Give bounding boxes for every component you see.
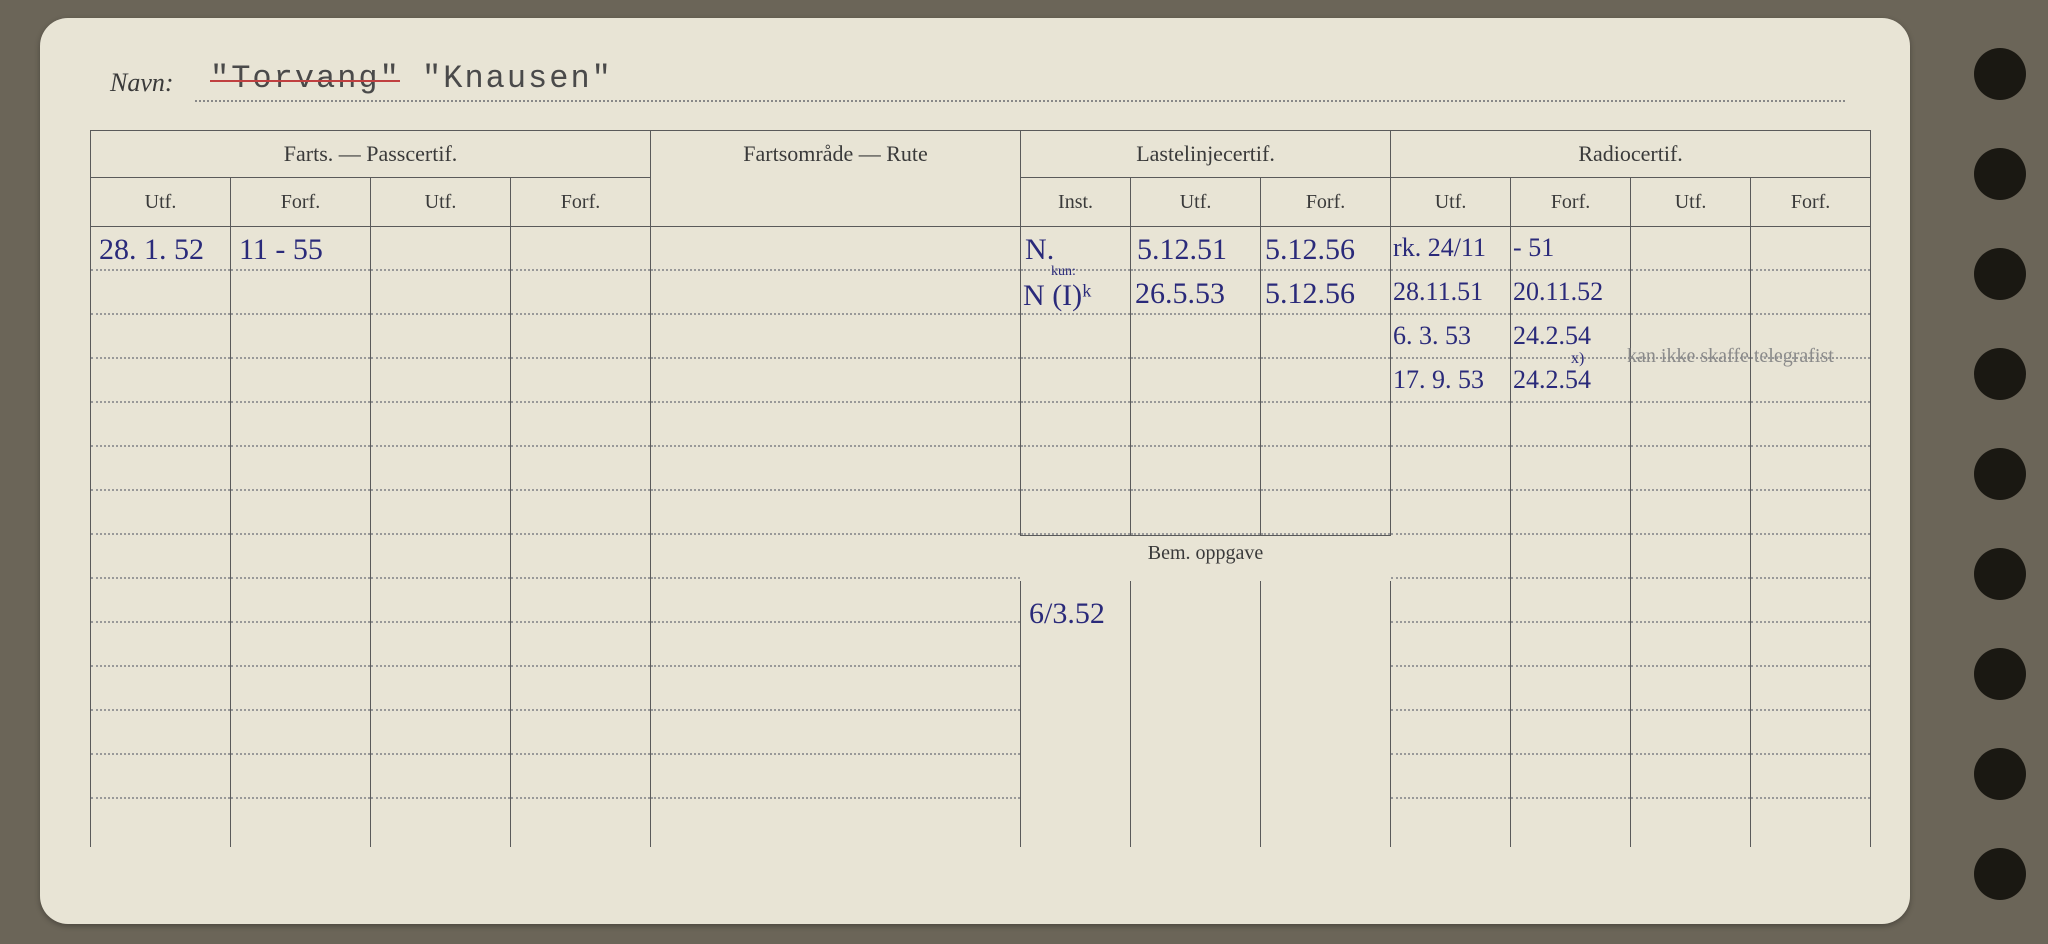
header-utf: Utf. — [371, 178, 511, 227]
header-utf: Utf. — [1631, 178, 1751, 227]
hole-icon — [1974, 248, 2026, 300]
cell: 17. 9. 53 — [1393, 367, 1484, 393]
cell: 28. 1. 52 — [99, 235, 204, 265]
hole-icon — [1974, 448, 2026, 500]
cell: 28.11.51 — [1393, 279, 1483, 305]
cell: 24.2.54 — [1513, 323, 1591, 349]
cell: 20.11.52 — [1513, 279, 1603, 305]
hole-icon — [1974, 748, 2026, 800]
hole-icon — [1974, 348, 2026, 400]
cell: N (I)ᵏ — [1023, 281, 1092, 311]
header-forf: Forf. — [231, 178, 371, 227]
cell: - 51 — [1513, 235, 1554, 261]
cell: 5.12.56 — [1265, 279, 1355, 309]
record-card: Navn: "Torvang" "Knausen" Farts. — Passc… — [40, 18, 1910, 924]
header-forf: Forf. — [511, 178, 651, 227]
header-fartsomrade: Fartsområde — Rute — [651, 131, 1021, 227]
binder-holes — [1974, 48, 2026, 900]
header-forf: Forf. — [1511, 178, 1631, 227]
header-lastelinje: Lastelinjecertif. — [1021, 131, 1391, 178]
col-laste-utf: 5.12.51 26.5.53 — [1131, 227, 1261, 847]
col-farts-utf2 — [371, 227, 511, 847]
bem-value: 6/3.52 — [1029, 599, 1105, 629]
header-farts-pass: Farts. — Passcertif. — [91, 131, 651, 178]
col-radio-forf2 — [1751, 227, 1871, 847]
cell: 26.5.53 — [1135, 279, 1225, 309]
header-utf: Utf. — [1391, 178, 1511, 227]
col-radio-utf1: rk. 24/11 28.11.51 6. 3. 53 17. 9. 53 — [1391, 227, 1511, 847]
col-laste-inst: N. kun: N (I)ᵏ Bem. oppgave 6/3.52 — [1021, 227, 1131, 847]
name-underline — [195, 100, 1845, 102]
col-farts-forf1: 11 - 55 — [231, 227, 371, 847]
header-inst: Inst. — [1021, 178, 1131, 227]
col-radio-utf2: kan ikke skaffe telegrafist — [1631, 227, 1751, 847]
col-farts-utf1: 28. 1. 52 — [91, 227, 231, 847]
strikethrough — [210, 80, 400, 82]
cell-note: kun: — [1051, 265, 1076, 279]
col-laste-forf: 5.12.56 5.12.56 — [1261, 227, 1391, 847]
name-label: Navn: — [110, 68, 174, 97]
hole-icon — [1974, 848, 2026, 900]
name-row: Navn: "Torvang" "Knausen" — [110, 68, 1850, 118]
name-value: "Torvang" "Knausen" — [210, 60, 613, 97]
header-radio: Radiocertif. — [1391, 131, 1871, 178]
cell: 5.12.51 — [1137, 235, 1227, 265]
header-forf: Forf. — [1261, 178, 1391, 227]
col-fartsomrade — [651, 227, 1021, 847]
header-forf: Forf. — [1751, 178, 1871, 227]
certificate-table: Farts. — Passcertif. Fartsområde — Rute … — [90, 130, 1870, 847]
hole-icon — [1974, 148, 2026, 200]
col-farts-forf2 — [511, 227, 651, 847]
cell: 11 - 55 — [239, 235, 323, 265]
name-current: "Knausen" — [422, 60, 613, 97]
header-utf: Utf. — [91, 178, 231, 227]
name-struck: "Torvang" — [210, 60, 401, 97]
header-utf: Utf. — [1131, 178, 1261, 227]
cell: 5.12.56 — [1265, 235, 1355, 265]
cell: N. — [1025, 235, 1054, 265]
cell: 24.2.54 — [1513, 367, 1591, 393]
col-radio-forf1: - 51 20.11.52 24.2.54 x) 24.2.54 — [1511, 227, 1631, 847]
hole-icon — [1974, 48, 2026, 100]
cell: rk. 24/11 — [1393, 235, 1486, 261]
hole-icon — [1974, 548, 2026, 600]
hole-icon — [1974, 648, 2026, 700]
cell: 6. 3. 53 — [1393, 323, 1471, 349]
